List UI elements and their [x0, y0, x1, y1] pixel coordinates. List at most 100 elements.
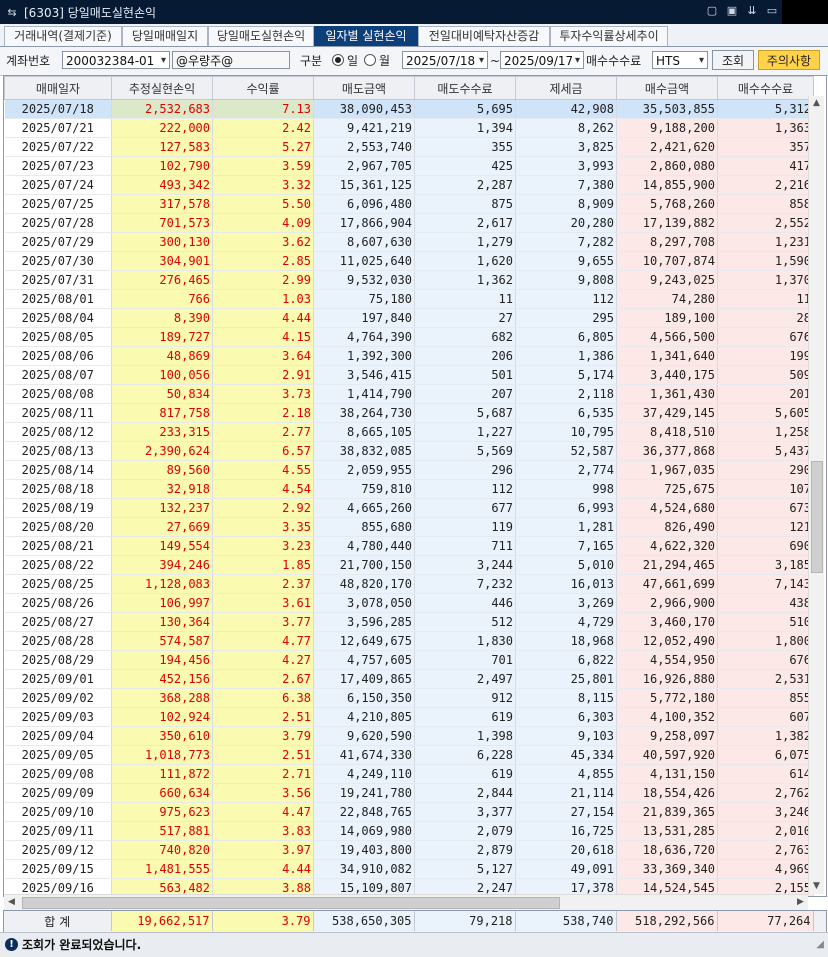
table-row[interactable]: 2025/07/31 276,465 2.99 9,532,030 1,362 9,808…	[4, 270, 814, 290]
table-row[interactable]: 2025/07/25 317,578 5.50 6,096,480 875 8,909 5,…	[4, 194, 814, 214]
cell-profit: 740,820	[111, 840, 213, 860]
date-to-value: 2025/09/17	[504, 54, 574, 68]
table-row[interactable]: 2025/08/01 766 1.03 75,180 11 112 74,280 11	[4, 289, 814, 309]
table-row[interactable]: 2025/08/12 233,315 2.77 8,665,105 1,227 10,79…	[4, 422, 814, 442]
table-row[interactable]: 2025/08/13 2,390,624 6.57 38,832,085 5,569 52…	[4, 441, 814, 461]
cell-sell-amount: 197,840	[313, 308, 415, 328]
scroll-down-icon[interactable]: ▼	[813, 881, 820, 891]
table-row[interactable]: 2025/09/02 368,288 6.38 6,150,350 912 8,115 5,…	[4, 688, 814, 708]
table-row[interactable]: 2025/07/23 102,790 3.59 2,967,705 425 3,993 2,…	[4, 156, 814, 176]
cell-date: 2025/08/12	[4, 422, 112, 442]
cell-profit: 517,881	[111, 821, 213, 841]
cell-buy-fee: 858	[717, 194, 814, 214]
tab-date-realized[interactable]: 일자별 실현손익	[314, 26, 418, 46]
table-row[interactable]: 2025/08/14 89,560 4.55 2,059,955 296 2,774 1,9…	[4, 460, 814, 480]
table-row[interactable]: 2025/08/25 1,128,083 2.37 48,820,170 7,232 16…	[4, 574, 814, 594]
table-row[interactable]: 2025/08/29 194,456 4.27 4,757,605 701 6,822 4,…	[4, 650, 814, 670]
table-header-row: 매매일자 추정실현손익 수익률 매도금액 매도수수료 제세금 매수금액 매수수수…	[4, 76, 814, 100]
table-row[interactable]: 2025/08/18 32,918 4.54 759,810 112 998 725,675…	[4, 479, 814, 499]
table-row[interactable]: 2025/09/10 975,623 4.47 22,848,765 3,377 27,1…	[4, 802, 814, 822]
table-row[interactable]: 2025/09/04 350,610 3.79 9,620,590 1,398 9,103…	[4, 726, 814, 746]
cell-date: 2025/08/20	[4, 517, 112, 537]
cell-sell-amount: 38,264,730	[313, 403, 415, 423]
table-row[interactable]: 2025/08/05 189,727 4.15 4,764,390 682 6,805 4,…	[4, 327, 814, 347]
table-row[interactable]: 2025/09/05 1,018,773 2.51 41,674,330 6,228 45…	[4, 745, 814, 765]
tab-daily-realized[interactable]: 당일매도실현손익	[208, 26, 314, 46]
help-icon[interactable]: ▭	[766, 4, 778, 17]
col-header-date[interactable]: 매매일자	[4, 76, 112, 100]
cell-sell-amount: 9,421,219	[313, 118, 415, 138]
fee-select[interactable]: HTS	[652, 51, 708, 70]
tab-transactions[interactable]: 거래내역(결제기준)	[4, 26, 122, 46]
account-select[interactable]: 200032384-01	[62, 51, 170, 70]
table-row[interactable]: 2025/07/29 300,130 3.62 8,607,630 1,279 7,282…	[4, 232, 814, 252]
table-row[interactable]: 2025/08/28 574,587 4.77 12,649,675 1,830 18,9…	[4, 631, 814, 651]
cell-buy-fee: 290	[717, 460, 814, 480]
cell-date: 2025/08/29	[4, 650, 112, 670]
table-row[interactable]: 2025/08/19 132,237 2.92 4,665,260 677 6,993 4,…	[4, 498, 814, 518]
cell-tax: 45,334	[515, 745, 617, 765]
cell-date: 2025/08/04	[4, 308, 112, 328]
cell-sell-amount: 15,361,125	[313, 175, 415, 195]
table-row[interactable]: 2025/08/08 50,834 3.73 1,414,790 207 2,118 1,3…	[4, 384, 814, 404]
query-button[interactable]: 조회	[712, 50, 754, 70]
col-header-buy-fee[interactable]: 매수수수료	[717, 76, 814, 100]
table-row[interactable]: 2025/07/24 493,342 3.32 15,361,125 2,287 7,38…	[4, 175, 814, 195]
horizontal-scroll-thumb[interactable]	[22, 897, 560, 909]
col-header-sell-fee[interactable]: 매도수수료	[414, 76, 516, 100]
tab-return-trend[interactable]: 투자수익률상세추이	[550, 26, 668, 46]
radio-day[interactable]: 일	[332, 51, 358, 71]
horizontal-scrollbar[interactable]: ◀ ▶	[4, 894, 808, 910]
scroll-left-icon[interactable]: ◀	[8, 897, 15, 907]
col-header-profit[interactable]: 추정실현손익	[111, 76, 213, 100]
col-header-rate[interactable]: 수익률	[212, 76, 314, 100]
vertical-scrollbar[interactable]: ▲ ▼	[808, 96, 824, 894]
table-row[interactable]: 2025/09/15 1,481,555 4.44 34,910,082 5,127 49…	[4, 859, 814, 879]
table-row[interactable]: 2025/09/11 517,881 3.83 14,069,980 2,079 16,7…	[4, 821, 814, 841]
cell-date: 2025/07/25	[4, 194, 112, 214]
radio-month[interactable]: 월	[364, 51, 390, 71]
vertical-scroll-thumb[interactable]	[811, 461, 823, 573]
table-row[interactable]: 2025/08/06 48,869 3.64 1,392,300 206 1,386 1,3…	[4, 346, 814, 366]
settings-icon[interactable]: ▣	[726, 4, 738, 17]
table-row[interactable]: 2025/08/04 8,390 4.44 197,840 27 295 189,100 28	[4, 308, 814, 328]
table-row[interactable]: 2025/08/27 130,364 3.77 3,596,285 512 4,729 3,…	[4, 612, 814, 632]
cell-tax: 4,855	[515, 764, 617, 784]
table-row[interactable]: 2025/08/20 27,669 3.35 855,680 119 1,281 826,4…	[4, 517, 814, 537]
table-row[interactable]: 2025/08/22 394,246 1.85 21,700,150 3,244 5,01…	[4, 555, 814, 575]
resize-grip-icon[interactable]: ◢	[816, 939, 824, 950]
cell-buy-amount: 14,855,900	[616, 175, 718, 195]
scroll-up-icon[interactable]: ▲	[813, 98, 820, 108]
cell-tax: 6,535	[515, 403, 617, 423]
tab-daily-journal[interactable]: 당일매매일지	[122, 26, 208, 46]
table-row[interactable]: 2025/09/03 102,924 2.51 4,210,805 619 6,303 4,…	[4, 707, 814, 727]
table-row[interactable]: 2025/08/21 149,554 3.23 4,780,440 711 7,165 4,…	[4, 536, 814, 556]
cell-buy-amount: 4,622,320	[616, 536, 718, 556]
cell-profit: 189,727	[111, 327, 213, 347]
col-header-sell-amount[interactable]: 매도금액	[313, 76, 415, 100]
table-row[interactable]: 2025/08/26 106,997 3.61 3,078,050 446 3,269 2,…	[4, 593, 814, 613]
notice-button[interactable]: 주의사항	[758, 50, 820, 70]
table-row[interactable]: 2025/07/21 222,000 2.42 9,421,219 1,394 8,262…	[4, 118, 814, 138]
table-row[interactable]: 2025/09/01 452,156 2.67 17,409,865 2,497 25,8…	[4, 669, 814, 689]
table-row[interactable]: 2025/07/28 701,573 4.09 17,866,904 2,617 20,2…	[4, 213, 814, 233]
table-row[interactable]: 2025/07/30 304,901 2.85 11,025,640 1,620 9,65…	[4, 251, 814, 271]
date-from-field[interactable]: 2025/07/18	[402, 51, 488, 70]
table-row[interactable]: 2025/08/11 817,758 2.18 38,264,730 5,687 6,53…	[4, 403, 814, 423]
table-row[interactable]: 2025/09/08 111,872 2.71 4,249,110 619 4,855 4,…	[4, 764, 814, 784]
table-row[interactable]: 2025/09/09 660,634 3.56 19,241,780 2,844 21,1…	[4, 783, 814, 803]
col-header-tax[interactable]: 제세금	[515, 76, 617, 100]
tab-asset-change[interactable]: 전일대비예탁자산증감	[418, 26, 550, 46]
table-row[interactable]: 2025/08/07 100,056 2.91 3,546,415 501 5,174 3,…	[4, 365, 814, 385]
table-row[interactable]: 2025/07/22 127,583 5.27 2,553,740 355 3,825 2,…	[4, 137, 814, 157]
col-header-buy-amount[interactable]: 매수금액	[616, 76, 718, 100]
table-row[interactable]: 2025/09/12 740,820 3.97 19,403,800 2,879 20,6…	[4, 840, 814, 860]
date-to-field[interactable]: 2025/09/17	[500, 51, 584, 70]
cell-tax: 4,729	[515, 612, 617, 632]
cell-rate: 1.85	[212, 555, 314, 575]
table-row[interactable]: 2025/07/18 2,532,683 7.13 38,090,453 5,695 42…	[4, 99, 814, 119]
scroll-right-icon[interactable]: ▶	[797, 897, 804, 907]
table-row[interactable]: 2025/09/16 563,482 3.88 15,109,807 2,247 17,3…	[4, 878, 814, 896]
pin-icon[interactable]: ⇊	[747, 4, 757, 17]
restore-icon[interactable]: ▢	[706, 4, 718, 17]
